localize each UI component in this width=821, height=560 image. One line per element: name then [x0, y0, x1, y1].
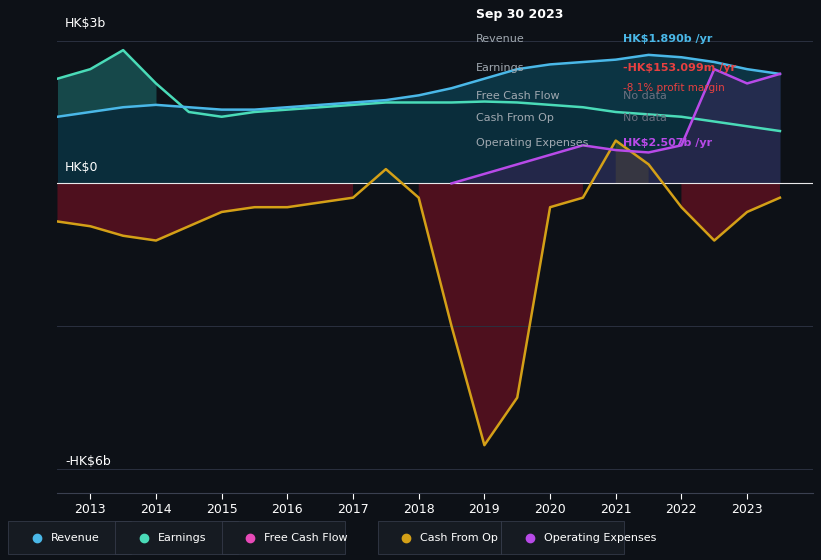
Text: No data: No data [622, 113, 667, 123]
FancyBboxPatch shape [378, 521, 501, 554]
Text: Free Cash Flow: Free Cash Flow [476, 91, 560, 101]
Text: Cash From Op: Cash From Op [420, 533, 498, 543]
Text: HK$0: HK$0 [65, 161, 99, 174]
Text: Cash From Op: Cash From Op [476, 113, 554, 123]
Text: Sep 30 2023: Sep 30 2023 [476, 8, 563, 21]
Text: Operating Expenses: Operating Expenses [476, 138, 589, 148]
Text: Operating Expenses: Operating Expenses [544, 533, 656, 543]
Text: Earnings: Earnings [158, 533, 206, 543]
FancyBboxPatch shape [501, 521, 624, 554]
Text: HK$1.890b /yr: HK$1.890b /yr [622, 35, 712, 44]
Text: HK$2.507b /yr: HK$2.507b /yr [622, 138, 712, 148]
FancyBboxPatch shape [222, 521, 345, 554]
Text: No data: No data [622, 91, 667, 101]
FancyBboxPatch shape [115, 521, 238, 554]
FancyBboxPatch shape [8, 521, 131, 554]
Text: Free Cash Flow: Free Cash Flow [264, 533, 348, 543]
Text: -HK$153.099m /yr: -HK$153.099m /yr [622, 63, 736, 73]
Text: -HK$6b: -HK$6b [65, 455, 111, 468]
Text: HK$3b: HK$3b [65, 17, 106, 30]
Text: -8.1% profit margin: -8.1% profit margin [622, 83, 724, 93]
Text: Revenue: Revenue [476, 35, 525, 44]
Text: Earnings: Earnings [476, 63, 525, 73]
Text: Revenue: Revenue [51, 533, 99, 543]
